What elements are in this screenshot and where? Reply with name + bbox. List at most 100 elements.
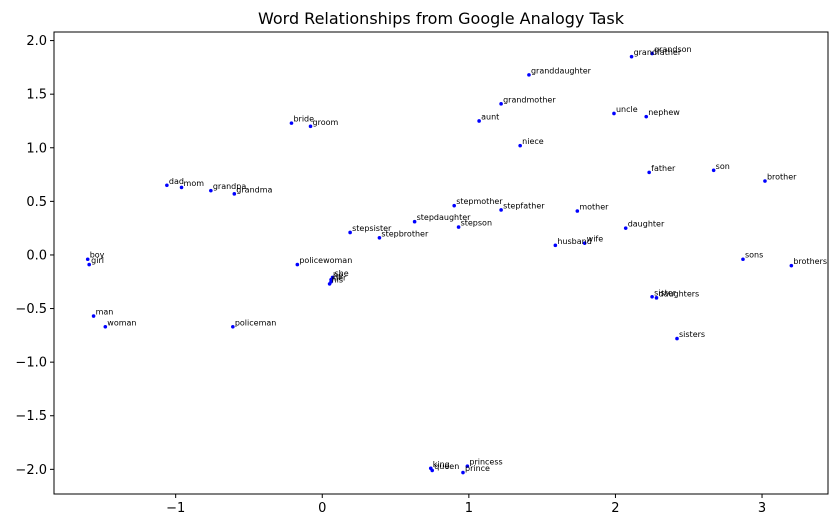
- point-label: mom: [184, 179, 205, 188]
- point-label: grandson: [654, 45, 692, 54]
- point-label: husband: [557, 237, 591, 246]
- y-axis: −2.0 −1.5 −1.0 −0.5 0.0 0.5 1.0 1.5 2.0: [15, 34, 54, 478]
- point-label: boy: [90, 251, 105, 260]
- point-label: she: [335, 269, 349, 278]
- x-tick-label: 0: [318, 501, 326, 516]
- x-axis: −1 0 1 2 3: [166, 494, 766, 516]
- point-label: man: [96, 308, 114, 317]
- data-point: [348, 230, 352, 235]
- data-point: [575, 209, 580, 213]
- data-point: [644, 114, 649, 119]
- data-point: [675, 336, 679, 341]
- data-point: [179, 185, 184, 190]
- point-label: policeman: [235, 318, 277, 327]
- data-point: [518, 143, 522, 148]
- data-point: [650, 51, 654, 56]
- x-tick-label: 3: [758, 501, 766, 516]
- point-label: granddaughter: [531, 66, 592, 75]
- data-point: [231, 324, 235, 329]
- chart-title: Word Relationships from Google Analogy T…: [258, 9, 625, 28]
- data-point: [741, 257, 745, 262]
- point-label: stepfather: [503, 201, 545, 210]
- point-label: wife: [587, 235, 604, 244]
- point-label: woman: [107, 318, 136, 327]
- point-label: grandfather: [634, 48, 682, 57]
- point-label: grandma: [236, 185, 272, 194]
- data-point: [650, 294, 654, 299]
- data-point: [654, 296, 659, 300]
- point-label: princess: [469, 458, 502, 467]
- point-label: niece: [522, 137, 544, 146]
- y-tick-label: 0.5: [26, 195, 47, 210]
- data-points: [85, 51, 794, 475]
- data-point: [623, 226, 628, 230]
- point-label: sister: [654, 288, 677, 297]
- plot-area-frame: [53, 31, 829, 495]
- point-label: grandmother: [503, 95, 556, 104]
- data-point: [789, 263, 794, 268]
- point-label: sons: [745, 251, 763, 260]
- data-point: [412, 219, 417, 224]
- point-label: stepson: [461, 219, 492, 228]
- y-tick-label: −2.0: [15, 463, 47, 478]
- data-point: [308, 124, 313, 129]
- x-tick-label: −1: [166, 501, 185, 516]
- y-tick-label: −1.0: [15, 356, 47, 371]
- point-label: brothers: [793, 257, 827, 266]
- point-label: brother: [767, 172, 797, 181]
- point-label: sisters: [679, 330, 705, 339]
- point-label: father: [651, 164, 676, 173]
- point-label: stepmother: [456, 197, 503, 206]
- data-point: [612, 111, 616, 116]
- y-tick-label: 2.0: [26, 34, 47, 49]
- point-label: prince: [465, 464, 490, 473]
- data-point: [461, 470, 465, 475]
- data-point: [527, 73, 531, 77]
- data-point: [430, 468, 435, 473]
- data-point: [711, 168, 716, 173]
- point-label: son: [716, 162, 730, 171]
- y-tick-label: 1.5: [26, 88, 47, 103]
- point-label: stepbrother: [381, 229, 429, 238]
- point-label: her: [333, 273, 347, 282]
- data-point: [165, 183, 169, 188]
- data-point: [103, 324, 108, 329]
- data-point: [91, 314, 96, 318]
- data-point: [87, 262, 91, 267]
- data-point: [209, 188, 213, 193]
- data-point: [295, 262, 300, 267]
- x-tick-label: 2: [611, 501, 619, 516]
- data-point: [647, 170, 651, 175]
- data-point: [452, 203, 456, 208]
- data-point: [377, 236, 382, 240]
- data-point: [465, 464, 470, 468]
- data-point: [85, 257, 90, 262]
- point-label: his: [332, 275, 343, 284]
- data-point: [763, 179, 767, 183]
- data-point: [456, 225, 461, 229]
- point-label: stepdaughter: [417, 213, 472, 222]
- data-point: [499, 102, 503, 106]
- point-label: policewoman: [299, 256, 352, 265]
- point-label: daughters: [658, 289, 699, 298]
- y-tick-label: 1.0: [26, 141, 47, 156]
- point-label: daughter: [628, 220, 665, 229]
- y-tick-label: −0.5: [15, 302, 47, 317]
- point-label: aunt: [481, 112, 499, 121]
- point-label: bride: [293, 115, 314, 124]
- data-point: [327, 282, 332, 286]
- data-point: [582, 241, 587, 245]
- point-label: grandpa: [213, 182, 246, 191]
- point-label: queen: [434, 462, 459, 471]
- point-label: dad: [169, 177, 184, 186]
- point-label: he: [333, 271, 343, 280]
- data-point: [232, 192, 237, 196]
- x-tick-label: 1: [465, 501, 473, 516]
- data-point: [499, 208, 503, 212]
- data-point: [553, 243, 558, 248]
- data-point: [629, 54, 634, 59]
- point-label: nephew: [648, 108, 680, 117]
